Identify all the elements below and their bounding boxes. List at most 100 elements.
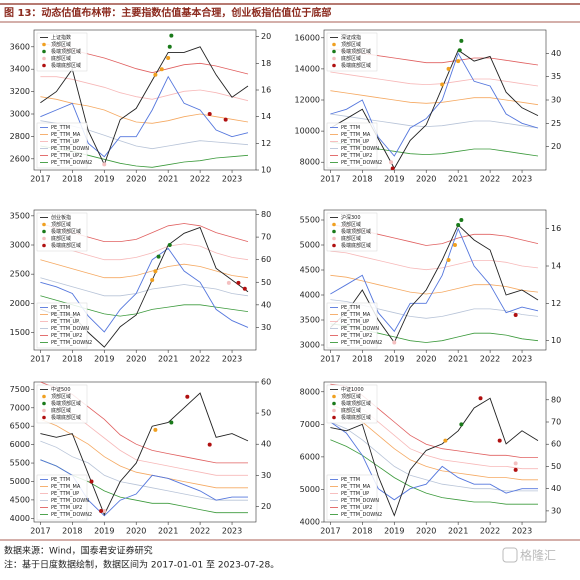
- pe-line: [330, 113, 539, 129]
- y-tick-label: 3000: [10, 110, 30, 119]
- x-tick-label: 2020: [416, 527, 436, 536]
- legend-label: PE_TTM_MA: [341, 132, 371, 138]
- y-tick-label: 16000: [295, 33, 320, 42]
- legend-label: 顶部区域: [51, 393, 71, 400]
- region-marker: [513, 313, 518, 317]
- region-marker: [459, 422, 464, 427]
- y-tick-label: 10000: [295, 127, 320, 136]
- y-tick-label: 3500: [10, 211, 30, 220]
- legend-label: PE_TTM_UP: [51, 491, 79, 497]
- region-marker: [478, 396, 483, 401]
- chart-panel: 2017 2018 2019 2020 2021 2022 2023260028003000…: [10, 29, 271, 184]
- y-tick-label: 8000: [300, 387, 320, 396]
- legend-label: 底部区域: [51, 235, 71, 242]
- x-tick-label: 2022: [480, 175, 500, 184]
- pe-line: [330, 71, 539, 87]
- y2-tick-label: 12: [551, 299, 561, 308]
- y-tick-label: 6500: [10, 422, 30, 431]
- legend-label: PE_TTM_UP2: [341, 153, 372, 159]
- region-marker: [156, 254, 161, 259]
- x-tick-label: 2021: [448, 355, 468, 364]
- plot-frame: [33, 381, 257, 523]
- watermark: 格隆汇: [520, 548, 556, 563]
- region-marker: [226, 280, 231, 285]
- legend-bottom: PE_TTMPE_TTM_MAPE_TTM_UPPE_TTM_DOWNPE_TT…: [36, 122, 92, 169]
- x-tick-label: 2020: [416, 355, 436, 364]
- data-note: 注：基于日度数据绘制，数据区间为 2017-01-01 至 2023-07-28…: [4, 559, 279, 571]
- legend-swatch: [332, 42, 336, 47]
- region-marker: [169, 33, 174, 38]
- y-tick-label: 5500: [10, 459, 30, 468]
- legend-label: PE_TTM: [51, 477, 70, 483]
- x-tick-label: 2021: [448, 175, 468, 184]
- region-marker: [446, 66, 451, 71]
- legend-label: PE_TTM: [341, 305, 360, 311]
- y-tick-label: 2500: [10, 270, 30, 279]
- x-tick-label: 2023: [222, 527, 242, 536]
- y2-tick-label: 80: [551, 395, 561, 404]
- region-marker: [102, 162, 107, 167]
- x-tick-label: 2022: [190, 355, 210, 364]
- region-marker: [390, 166, 395, 170]
- legend-label: PE_TTM_MA: [51, 484, 81, 490]
- legend-box: [36, 474, 88, 521]
- legend-swatch: [42, 56, 46, 61]
- y-tick-label: 6000: [300, 452, 320, 461]
- legend-label: PE_TTM: [341, 125, 360, 131]
- plot-frame: [33, 29, 257, 171]
- legend-label: 顶部区域: [51, 221, 71, 228]
- legend-bottom: PE_TTMPE_TTM_MAPE_TTM_UPPE_TTM_DOWNPE_TT…: [326, 474, 382, 521]
- legend-label: 极端底部区域: [51, 62, 81, 69]
- legend-swatch: [42, 63, 46, 68]
- region-marker: [446, 258, 451, 262]
- legend-box: [326, 302, 378, 349]
- y-tick-label: 1500: [10, 328, 30, 337]
- pe-line: [330, 421, 538, 501]
- pe-line: [330, 250, 539, 271]
- region-marker: [207, 112, 212, 116]
- legend-label: PE_TTM: [51, 305, 70, 311]
- y-tick-label: 3400: [10, 65, 30, 74]
- chart-panel: 2017 2018 2019 2020 2021 2022 2023 1500 2000 2500…: [10, 209, 271, 364]
- y2-tick-label: 30: [261, 471, 271, 480]
- y2-tick-label: 40: [261, 300, 271, 309]
- y2-tick-label: 12: [261, 139, 271, 148]
- legend-label: 底部区域: [51, 55, 71, 62]
- legend-label: PE_TTM_UP: [51, 139, 79, 145]
- y2-tick-label: 30: [551, 96, 561, 105]
- y-tick-label: 5000: [300, 241, 320, 250]
- x-tick-label: 2017: [30, 355, 50, 364]
- y2-tick-label: 80: [261, 210, 271, 219]
- legend-swatch: [332, 222, 336, 227]
- legend-label: 底部区域: [341, 235, 361, 242]
- y2-tick-label: 16: [551, 224, 561, 233]
- y2-tick-label: 60: [261, 255, 271, 264]
- region-marker: [150, 278, 155, 282]
- y2-tick-label: 20: [551, 142, 561, 151]
- x-tick-label: 2021: [158, 355, 178, 364]
- legend-swatch: [42, 394, 46, 399]
- y2-tick-label: 30: [261, 323, 271, 332]
- legend-swatch: [332, 401, 336, 406]
- y2-tick-label: 14: [261, 112, 271, 121]
- x-tick-label: 2019: [384, 355, 404, 364]
- legend-label: 极端顶部区域: [51, 400, 81, 407]
- index-line: [330, 397, 539, 517]
- legend-label: 顶部区域: [341, 393, 361, 400]
- x-tick-label: 2018: [62, 175, 82, 184]
- pe-line: [40, 96, 249, 124]
- legend-swatch: [42, 236, 46, 241]
- x-tick-label: 2020: [126, 527, 146, 536]
- x-tick-label: 2019: [94, 355, 114, 364]
- index-line: [330, 224, 539, 344]
- legend-bottom: PE_TTMPE_TTM_MAPE_TTM_UPPE_TTM_DOWNPE_TT…: [36, 302, 92, 349]
- legend-label: PE_TTM_DOWN: [51, 146, 89, 152]
- x-tick-label: 2019: [94, 527, 114, 536]
- legend-label: PE_TTM: [51, 125, 70, 131]
- legend-swatch: [332, 415, 336, 420]
- region-marker: [236, 280, 241, 285]
- region-marker: [440, 82, 445, 87]
